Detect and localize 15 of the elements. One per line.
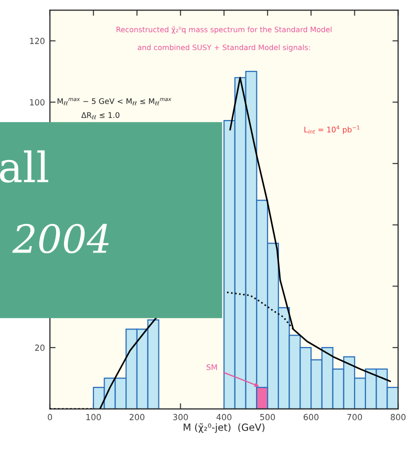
- y-tick-label: 20: [35, 344, 45, 351]
- x-tick-label: 600: [304, 414, 318, 420]
- x-tick-label: 300: [173, 414, 188, 420]
- annotation: 2004: [12, 224, 109, 254]
- x-tick-label: 0: [48, 414, 52, 420]
- x-tick-label: 500: [260, 414, 275, 420]
- y-tick-label: 100: [30, 99, 45, 106]
- x-tick-label: 100: [86, 414, 101, 420]
- x-tick-label: 700: [347, 414, 362, 420]
- x-tick-label: 800: [390, 414, 406, 420]
- y-tick-label: 120: [30, 38, 45, 44]
- text: all: [0, 150, 48, 183]
- x-tick-label: 200: [130, 414, 144, 420]
- x-axis-title: M (χ̃₂⁰-jet) (GeV): [184, 423, 264, 433]
- x-tick-label: 400: [216, 414, 232, 420]
